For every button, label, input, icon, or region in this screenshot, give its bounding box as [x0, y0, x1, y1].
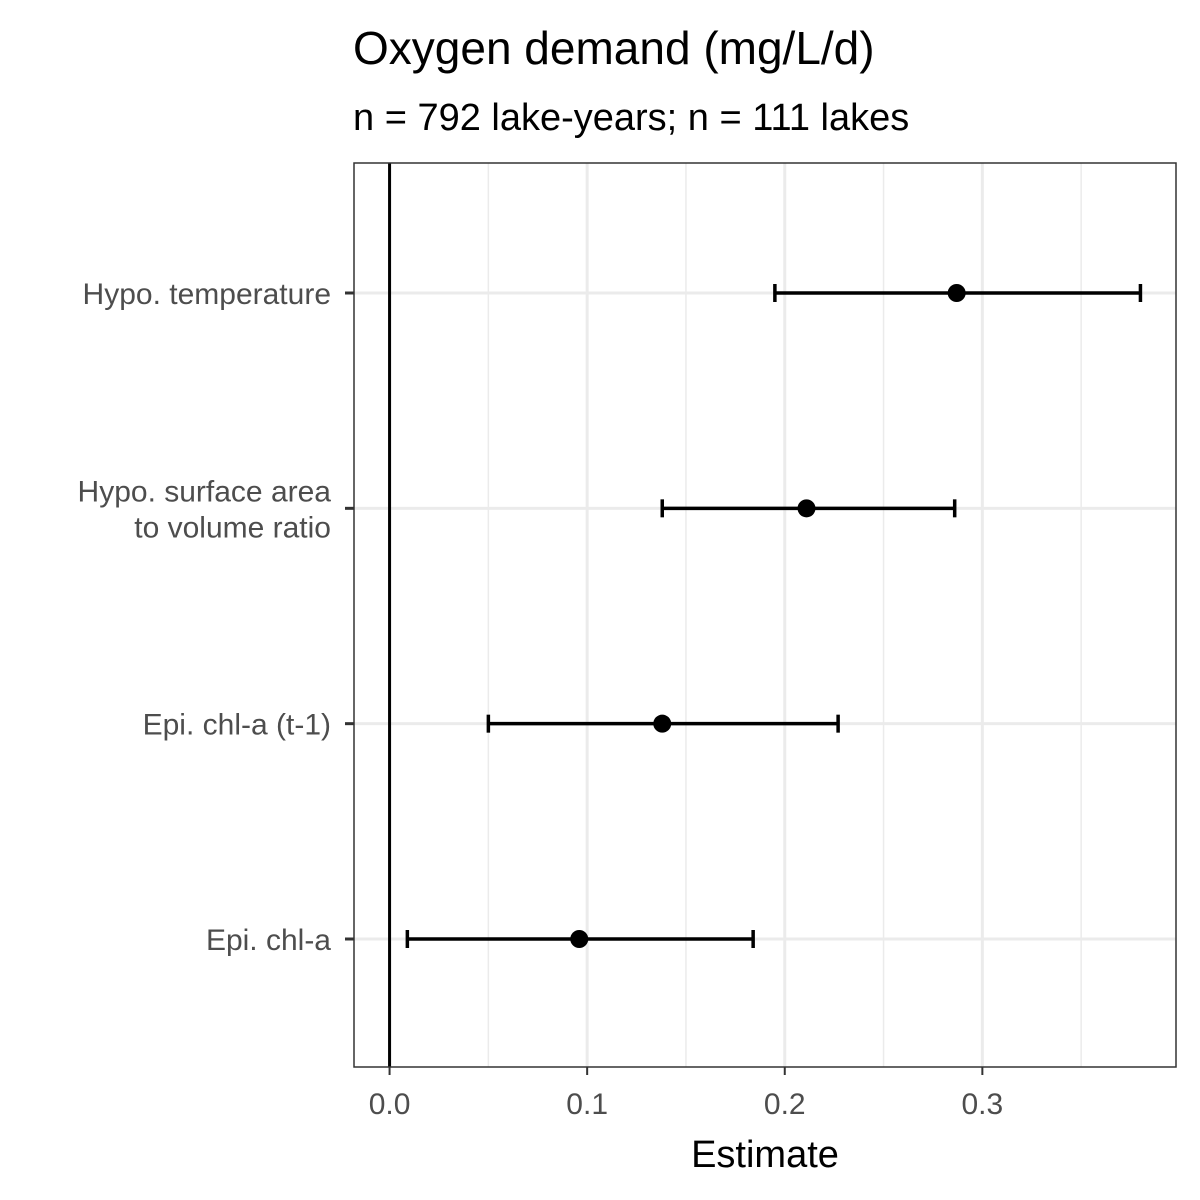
x-tick-label: 0.1: [566, 1088, 608, 1121]
x-tick-label: 0.2: [764, 1088, 806, 1121]
x-axis-title: Estimate: [691, 1134, 839, 1176]
estimate-point: [947, 284, 966, 302]
plot-area: 0.0 0.1 0.2 0.3 Hypo. temperature Hypo. surfa…: [78, 162, 1177, 1121]
x-tick-label: 0.0: [369, 1088, 411, 1121]
panel-border: [353, 162, 1177, 1068]
chart-title: Oxygen demand (mg/L/d): [353, 22, 875, 74]
estimate-point: [570, 930, 589, 948]
estimate-point: [797, 499, 816, 518]
x-tick-label: 0.3: [961, 1088, 1003, 1121]
y-tick-label: Hypo. surface area to volume ratio: [78, 475, 332, 544]
y-tick-label: Epi. chl-a: [206, 924, 331, 957]
estimate-point: [653, 714, 672, 733]
y-tick-label: Epi. chl-a (t-1): [143, 709, 331, 742]
chart-subtitle: n = 792 lake-years; n = 111 lakes: [353, 97, 909, 139]
y-tick-label: Hypo. temperature: [83, 278, 331, 311]
